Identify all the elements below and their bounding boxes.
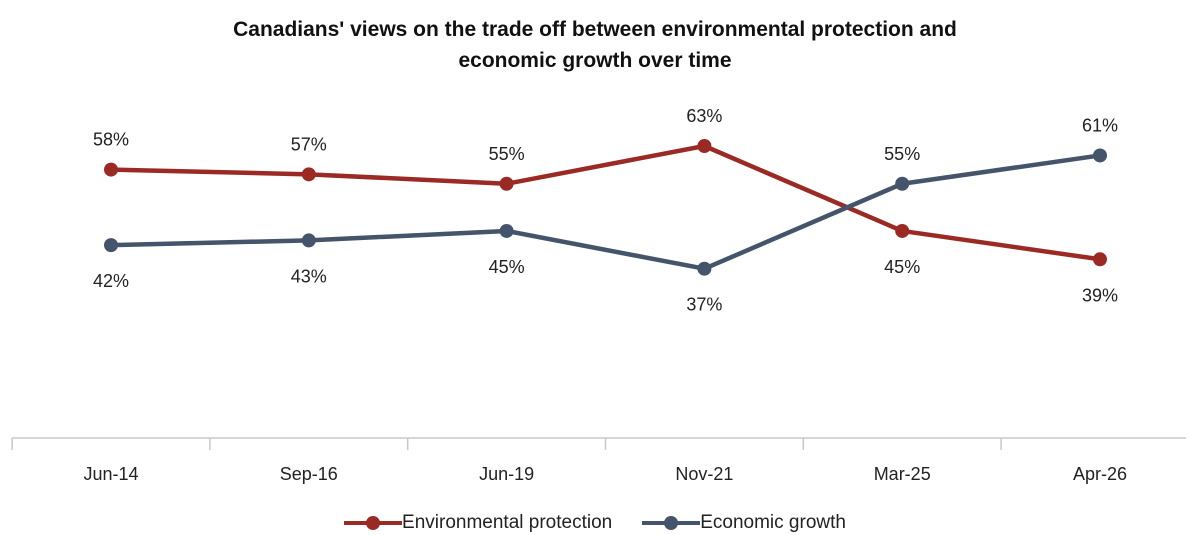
- data-label-economic-growth: 61%: [1082, 115, 1118, 135]
- legend-item-economic-growth: Economic growth: [642, 512, 846, 534]
- data-point-economic-growth: [104, 238, 118, 253]
- x-tick-label-jun-19: Jun-19: [479, 464, 534, 484]
- data-label-economic-growth: 42%: [93, 271, 129, 291]
- legend-swatch-economic-growth: [642, 515, 701, 531]
- data-label-environmental-protection: 57%: [291, 134, 327, 154]
- x-tick-label-sep-16: Sep-16: [280, 464, 338, 484]
- data-point-economic-growth: [301, 233, 316, 248]
- data-point-economic-growth: [499, 223, 514, 238]
- chart-title-line-2: economic growth over time: [458, 49, 732, 72]
- data-point-environmental-protection: [1093, 252, 1107, 267]
- data-point-environmental-protection: [895, 223, 910, 238]
- data-label-environmental-protection: 39%: [1082, 285, 1118, 305]
- legend-label-environmental-protection: Environmental protection: [402, 512, 613, 533]
- data-label-environmental-protection: 45%: [884, 257, 920, 277]
- series-line-environmental-protection: [110, 143, 1101, 262]
- data-label-economic-growth: 43%: [291, 266, 327, 286]
- data-point-environmental-protection: [301, 167, 316, 182]
- data-label-environmental-protection: 55%: [489, 144, 525, 164]
- data-point-environmental-protection: [697, 139, 712, 153]
- legend: Environmental protection Economic growth: [0, 512, 1190, 534]
- data-label-economic-growth: 55%: [884, 144, 920, 164]
- chart-title: Canadians' views on the trade off betwee…: [0, 14, 1190, 76]
- data-point-economic-growth: [697, 261, 712, 276]
- data-label-economic-growth: 45%: [489, 257, 525, 277]
- data-label-environmental-protection: 58%: [93, 130, 129, 150]
- legend-swatch-environmental-protection: [344, 515, 403, 531]
- x-tick-label-mar-25: Mar-25: [874, 464, 931, 484]
- data-point-economic-growth: [895, 176, 910, 191]
- data-point-environmental-protection: [499, 176, 514, 191]
- series-line-economic-growth: [110, 153, 1101, 271]
- legend-item-environmental-protection: Environmental protection: [344, 512, 612, 534]
- line-chart: Jun-14 Sep-16 Jun-19 Nov-21 Mar-25 Apr-26 58% 4…: [11, 106, 1186, 484]
- data-label-environmental-protection: 63%: [686, 106, 722, 126]
- x-tick-label-nov-21: Nov-21: [675, 464, 733, 484]
- legend-label-economic-growth: Economic growth: [700, 512, 846, 533]
- data-point-economic-growth: [1093, 148, 1107, 163]
- x-tick-label-apr-26: Apr-26: [1073, 464, 1127, 484]
- chart-title-line-1: Canadians' views on the trade off betwee…: [233, 18, 957, 41]
- data-point-environmental-protection: [104, 162, 118, 177]
- x-tick-label-jun-14: Jun-14: [83, 464, 138, 484]
- data-label-economic-growth: 37%: [686, 295, 722, 315]
